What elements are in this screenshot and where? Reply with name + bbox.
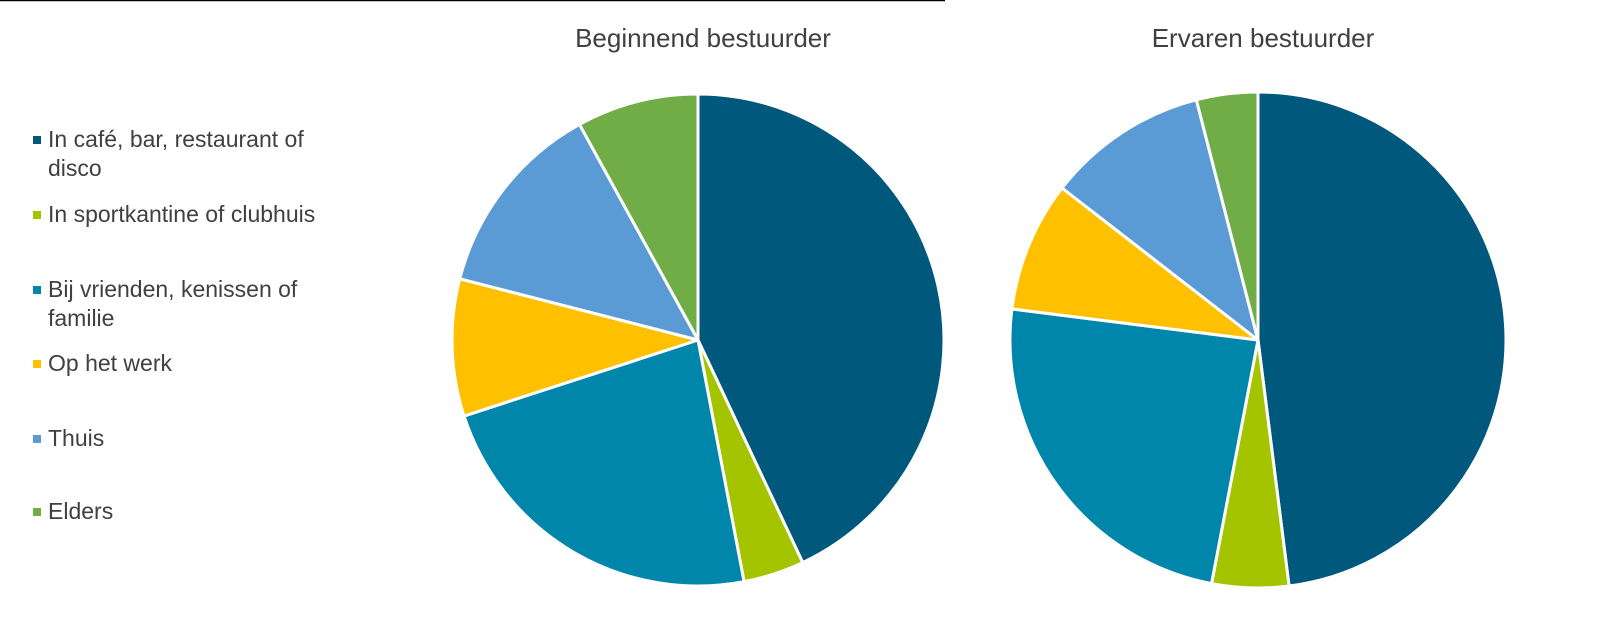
legend-swatch (33, 508, 41, 516)
pie-slice (1010, 186, 1260, 342)
legend-label: In sportkantine of clubhuis (48, 201, 316, 227)
chart-title: Ervaren bestuurder (1152, 23, 1375, 53)
legend-label: In café, bar, restaurant of disco (48, 126, 304, 181)
legend-item: In café, bar, restaurant of disco (30, 125, 360, 183)
legend-item: Op het werk (30, 349, 360, 378)
pie-slice (1008, 307, 1260, 586)
pie-slice (450, 277, 700, 418)
legend-item: Bij vrienden, kenissen of familie (30, 275, 360, 333)
legend-item: Elders (30, 497, 360, 526)
legend-swatch (33, 360, 41, 368)
legend-label: Elders (48, 498, 114, 524)
pie-slice (1060, 98, 1260, 342)
pie-slice (577, 92, 700, 342)
chart-title: Beginnend bestuurder (575, 23, 831, 53)
legend-label: Bij vrienden, kenissen of familie (48, 276, 298, 331)
legend-swatch (33, 435, 41, 443)
legend-label: Op het werk (48, 350, 172, 376)
legend-swatch (33, 136, 41, 144)
pie-slice (1256, 90, 1508, 588)
legend-item: Thuis (30, 424, 360, 453)
pie-slice (1194, 90, 1260, 342)
pie-slice (696, 92, 946, 565)
legend-swatch (33, 286, 41, 294)
pie-slice (458, 122, 700, 342)
legend-label: Thuis (48, 425, 105, 451)
legend-swatch (33, 211, 41, 219)
legend-item: In sportkantine of clubhuis (30, 200, 360, 229)
pie-slice (462, 338, 746, 588)
